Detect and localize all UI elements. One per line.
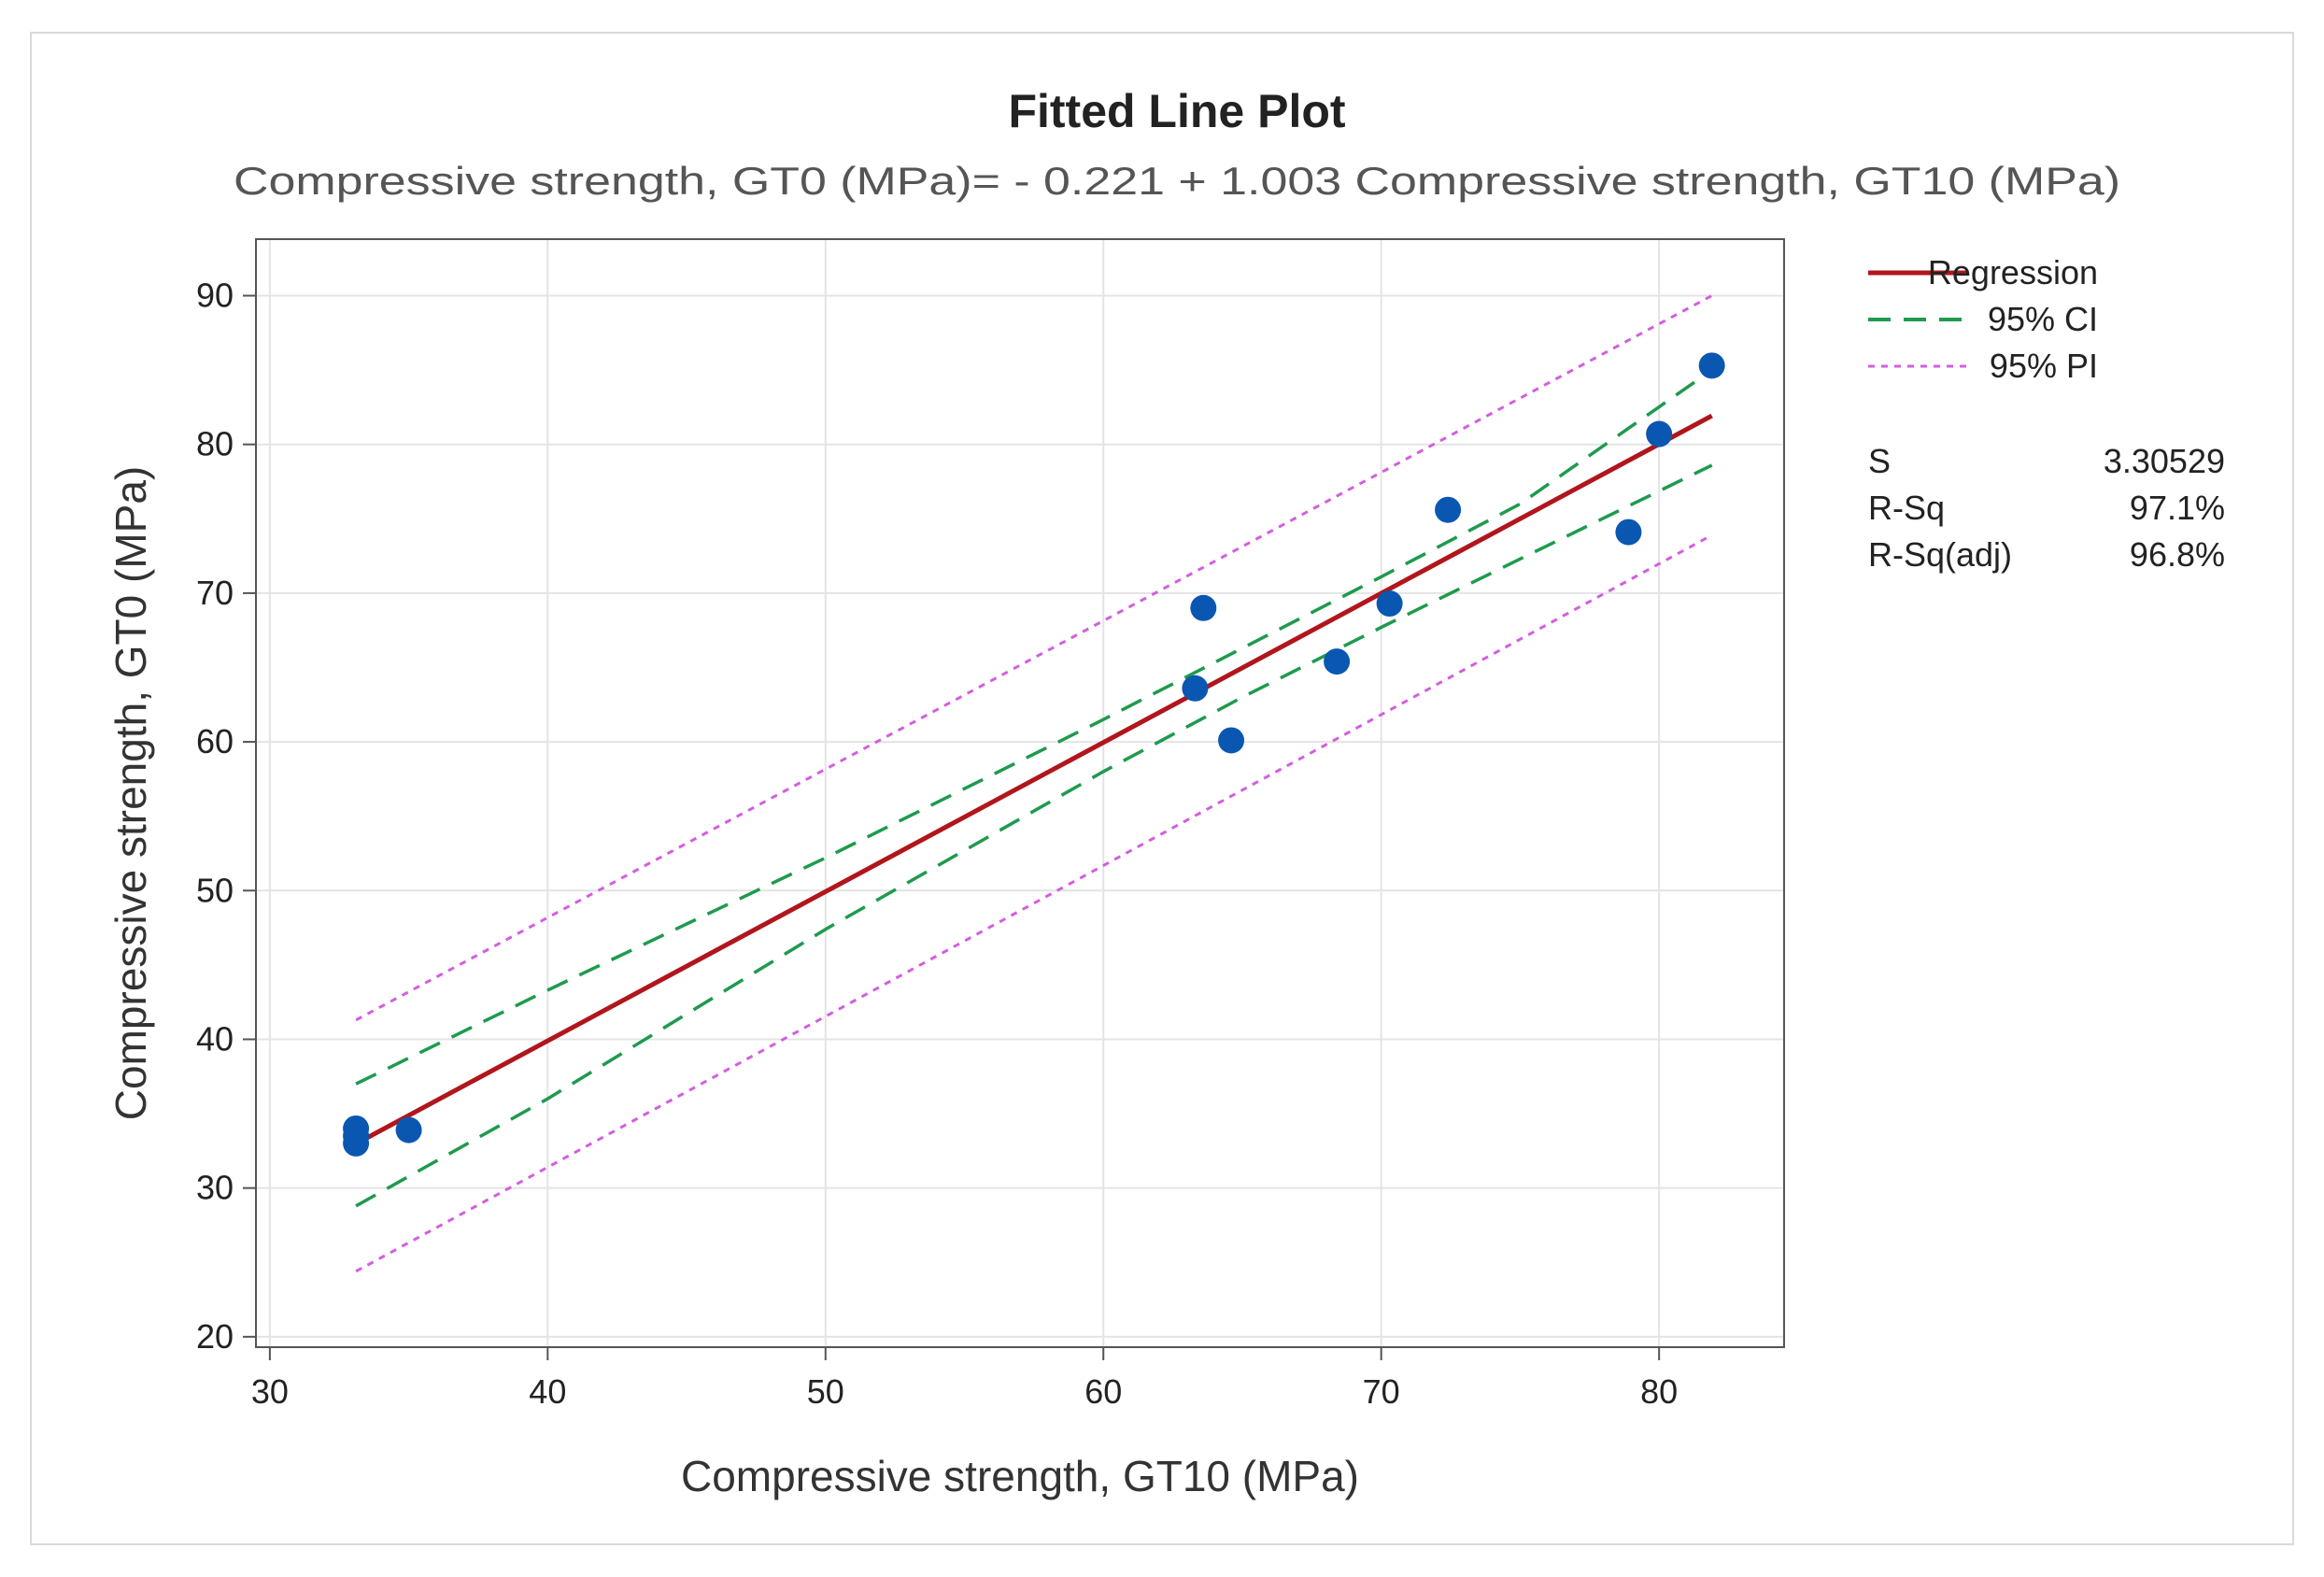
plot-area [255,238,1785,1348]
chart-subtitle: Compressive strength, GT0 (MPa)= - 0.221… [234,159,2120,203]
interval-bands [355,294,1713,1273]
stat-value: 96.8% [2130,535,2225,574]
data-point [1218,727,1245,754]
stat-name: S [1868,442,1891,480]
stat-value: 97.1% [2130,489,2225,527]
data-point [1182,675,1209,702]
y-axis-label: Compressive strength, GT0 (MPa) [106,466,155,1120]
legend: Regression 95% CI 95% PI [1868,253,2098,385]
data-point [1376,590,1403,618]
data-point [343,1115,370,1142]
y-tick-label: 40 [196,1019,234,1058]
stat-name: R-Sq(adj) [1868,535,2012,574]
data-point [1646,420,1673,448]
data-point [1190,594,1217,621]
ci-lower-line [355,463,1713,1208]
fitted-line-plot: Fitted Line Plot Compressive strength, G… [106,85,2225,1500]
x-tick-label: 40 [529,1372,566,1411]
y-tick-label: 50 [196,871,234,909]
legend-label: 95% PI [1990,347,2098,385]
x-tick-label: 50 [807,1372,844,1411]
y-tick-label: 60 [196,722,234,760]
y-tick-label: 90 [196,276,234,314]
x-axis-label: Compressive strength, GT10 (MPa) [681,1452,1359,1500]
y-tick-label: 70 [196,574,234,612]
statistics-table: S 3.30529 R-Sq 97.1% R-Sq(adj) 96.8% [1868,442,2225,574]
legend-label: Regression [1928,253,2098,291]
y-tick-label: 80 [196,425,234,463]
x-tick-label: 30 [251,1372,289,1411]
pi-lower-line [355,533,1713,1273]
data-point [1698,352,1725,379]
legend-label: 95% CI [1988,300,2098,338]
stat-value: 3.30529 [2104,442,2225,480]
figure-frame: Fitted Line Plot Compressive strength, G… [30,32,2294,1545]
x-tick-label: 70 [1363,1372,1400,1411]
stat-name: R-Sq [1868,489,1945,527]
regression-layer [354,413,1713,1146]
data-point [1435,496,1462,523]
axes: 30 40 50 60 70 80 20 30 40 50 60 70 80 90 [196,276,1678,1411]
data-points [343,352,1725,1157]
y-tick-label: 20 [196,1317,234,1356]
x-tick-label: 80 [1640,1372,1678,1411]
ci-upper-line [355,368,1713,1086]
x-tick-label: 60 [1084,1372,1122,1411]
y-tick-label: 30 [196,1169,234,1207]
chart-title: Fitted Line Plot [1008,85,1345,137]
data-point [395,1116,422,1144]
regression-line [354,413,1713,1146]
data-point [1615,519,1642,546]
data-point [1324,648,1351,675]
